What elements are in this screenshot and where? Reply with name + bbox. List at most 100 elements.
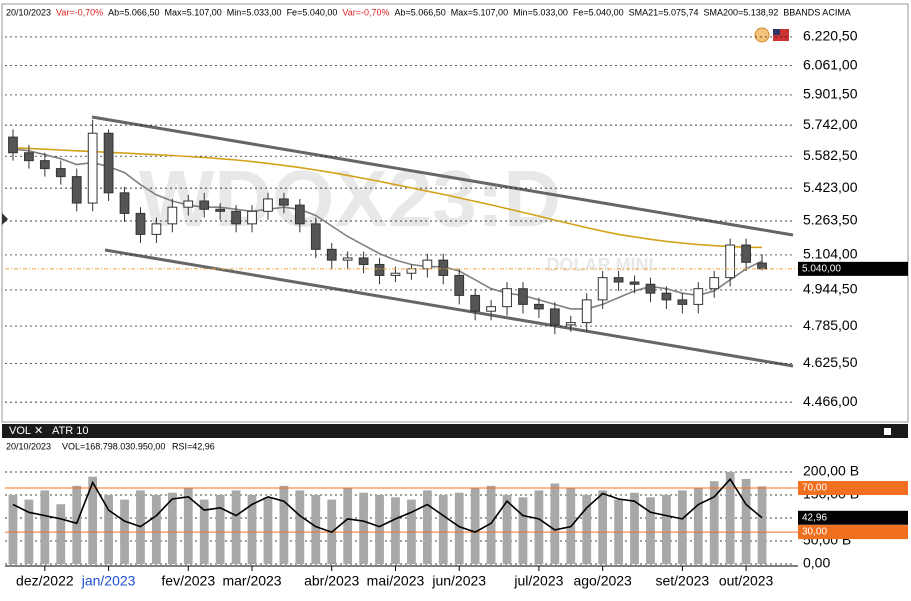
header-item: Max=5.107,00 — [451, 7, 508, 17]
x-tick-label: fev/2023 — [161, 573, 215, 589]
candle-body — [597, 277, 608, 301]
candle-body — [454, 274, 465, 296]
candle-body — [87, 132, 98, 204]
volume-bar — [470, 488, 480, 564]
y-tick-label: 200,00 B — [803, 463, 859, 479]
header-item: Fe=5.040,00 — [573, 7, 624, 17]
candle-body — [629, 281, 640, 285]
candle-body — [406, 268, 417, 274]
volume-bar — [167, 492, 177, 564]
candle-body — [358, 257, 369, 265]
volume-bar — [709, 481, 719, 564]
volume-bar — [693, 488, 703, 564]
rsi-last-label: 42,96 — [802, 512, 827, 523]
candle-body — [183, 200, 194, 208]
header-item: BBANDS ACIMA — [783, 7, 851, 17]
last-price-box — [798, 261, 908, 276]
series-line — [12, 148, 763, 310]
candle-body — [247, 210, 257, 225]
candle-body — [55, 168, 66, 178]
volume-bar — [677, 490, 687, 564]
volume-bar — [56, 504, 66, 564]
y-tick-label: 4.466,00 — [803, 393, 858, 409]
x-tick-label: out/2023 — [719, 573, 774, 589]
candle-body — [502, 288, 512, 308]
candle-body — [310, 223, 321, 250]
y-tick-label: 5.901,50 — [803, 86, 858, 102]
side-handle[interactable] — [2, 213, 8, 225]
header-item: Var=-0,70% — [342, 7, 389, 17]
candle-body — [374, 263, 385, 276]
y-tick-label: 5.742,00 — [803, 116, 858, 132]
volume-bar — [263, 497, 273, 564]
volume-bar — [646, 497, 655, 564]
header-item: Ab=5.066,50 — [394, 7, 445, 17]
close-icon[interactable]: ✕ — [34, 425, 43, 437]
header-item: SMA21=5.075,74 — [629, 7, 699, 17]
flag-canton — [773, 29, 780, 35]
y-tick-label: 0,00 — [803, 555, 830, 571]
candle-body — [263, 198, 273, 212]
x-tick-label: jun/2023 — [431, 573, 486, 589]
candle-body — [470, 294, 481, 312]
candle-body — [565, 322, 576, 326]
volume-bar — [757, 486, 767, 564]
rsi-last-box — [798, 510, 908, 525]
volume-bar — [40, 490, 50, 564]
candle-body — [151, 223, 162, 235]
volume-bar — [422, 490, 432, 564]
y-tick-label: 4.944,50 — [803, 281, 858, 297]
candle-body — [279, 198, 289, 206]
tab[interactable]: VOL — [9, 425, 31, 437]
candle-body — [486, 306, 496, 312]
volume-bar — [215, 495, 225, 564]
candle-body — [39, 160, 50, 170]
candle-body — [326, 248, 337, 261]
currency-icon[interactable] — [754, 27, 770, 43]
maximize[interactable] — [884, 428, 891, 435]
candle-body — [549, 308, 560, 326]
x-tick-label: jan/2023 — [81, 573, 136, 589]
y-tick-label: 6.220,50 — [803, 28, 858, 44]
trend-line — [91, 115, 794, 237]
volume-bar — [486, 485, 496, 564]
header-item: Fe=5.040,00 — [287, 7, 338, 17]
volume-bar — [502, 495, 512, 564]
candle-body — [71, 176, 82, 204]
volume-bar — [534, 490, 544, 564]
candle-body — [342, 257, 353, 261]
tab[interactable]: ATR 10 — [52, 425, 88, 437]
x-tick-label: mai/2023 — [367, 573, 425, 589]
candle-body — [231, 210, 241, 225]
x-tick-label: abr/2023 — [304, 573, 359, 589]
volume-bar — [518, 497, 528, 564]
candle-body — [135, 212, 146, 235]
candle-body — [741, 244, 751, 263]
y-tick-label: 6.061,00 — [803, 56, 858, 72]
x-tick-label: set/2023 — [655, 573, 709, 589]
candle-body — [661, 292, 672, 301]
candle-body — [294, 204, 305, 225]
candle-body — [757, 262, 767, 270]
candle-body — [645, 283, 656, 294]
watermark: WDOX23:D — [139, 154, 561, 243]
x-tick-label: mar/2023 — [222, 573, 281, 589]
candle-body — [581, 299, 592, 324]
header-item: Max=5.107,00 — [164, 7, 221, 17]
volume-bar — [311, 495, 321, 564]
candle-body — [390, 272, 401, 276]
candle-body — [422, 259, 433, 270]
volume-bar — [375, 495, 384, 564]
header-item: Ab=5.066,50 — [108, 7, 159, 17]
volume-bar — [391, 497, 400, 564]
volume-bar — [343, 488, 353, 564]
volume-bar — [295, 490, 305, 564]
candle-body — [215, 208, 226, 212]
rsi-level-box — [798, 481, 908, 496]
lower-header: VOL=168.798.030.950,00 — [62, 441, 165, 451]
volume-bar — [598, 490, 608, 564]
header-item: Min=5.033,00 — [227, 7, 282, 17]
volume-bar — [279, 485, 289, 564]
header-item: SMA200=5.138,92 — [703, 7, 778, 17]
candle-body — [693, 288, 704, 305]
